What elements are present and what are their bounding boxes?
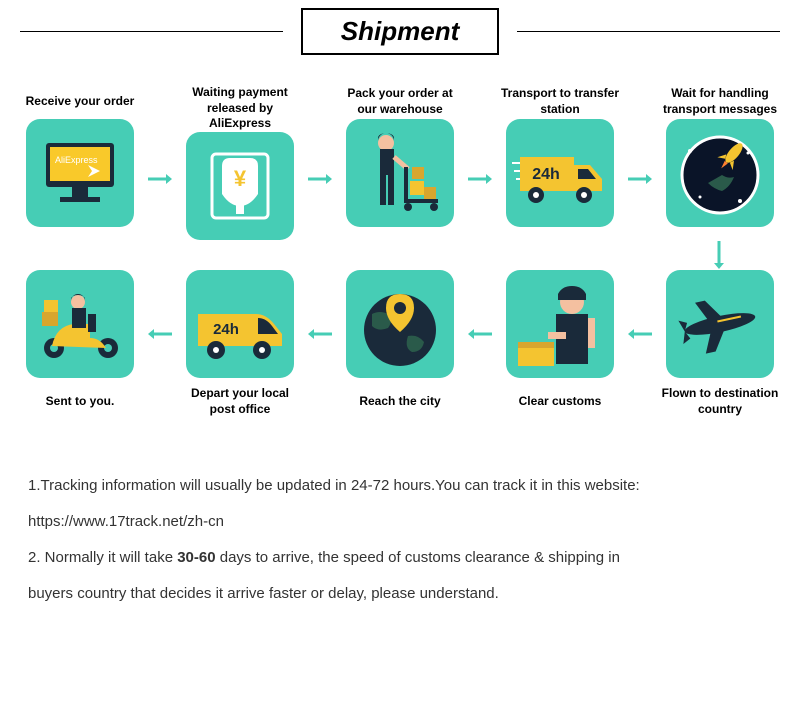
divider-right — [517, 31, 780, 32]
customs-officer-icon — [506, 270, 614, 378]
step-label: Waiting payment released by AliExpress — [176, 85, 304, 132]
truck-24h-icon: 24h — [506, 119, 614, 227]
arrow-right-icon — [468, 172, 492, 186]
arrow-right-icon — [628, 172, 652, 186]
step-depart-post-office: 24h Depart your local post office — [176, 270, 304, 420]
arrow-right-icon — [308, 172, 332, 186]
flow-row-1: Receive your order AliExpress Waiting pa… — [10, 85, 790, 240]
flow-row-2: Sent to you. 24h Depart your local post … — [10, 270, 790, 420]
airplane-icon — [666, 270, 774, 378]
note-line-1: 1.Tracking information will usually be u… — [28, 468, 772, 504]
svg-text:AliExpress: AliExpress — [55, 155, 98, 165]
note-2a: 2. Normally it will take — [28, 549, 177, 566]
scooter-icon — [26, 270, 134, 378]
arrow-left-icon — [468, 327, 492, 341]
step-transport-station: Transport to transfer station 24h — [496, 85, 624, 227]
arrow-right-icon — [148, 172, 172, 186]
note-url: https://www.17track.net/zh-cn — [28, 504, 772, 540]
svg-text:24h: 24h — [213, 321, 239, 338]
notes-section: 1.Tracking information will usually be u… — [0, 428, 800, 636]
monitor-icon: AliExpress — [26, 119, 134, 227]
svg-text:24h: 24h — [532, 166, 560, 183]
arrow-down-icon — [10, 240, 790, 270]
worker-cart-icon — [346, 119, 454, 227]
step-label: Clear customs — [517, 384, 604, 420]
step-receive-order: Receive your order AliExpress — [16, 85, 144, 227]
van-24h-icon: 24h — [186, 270, 294, 378]
step-sent-to-you: Sent to you. — [16, 270, 144, 420]
arrow-left-icon — [308, 327, 332, 341]
note-2b: days to arrive, the speed of customs cle… — [216, 549, 620, 566]
hand-yen-icon: ¥ — [186, 132, 294, 240]
note-line-2: 2. Normally it will take 30-60 days to a… — [28, 540, 772, 576]
step-label: Depart your local post office — [176, 384, 304, 420]
shipment-flow-diagram: Receive your order AliExpress Waiting pa… — [0, 67, 800, 428]
step-handling-messages: Wait for handling transport messages — [656, 85, 784, 227]
title-text: Shipment — [341, 16, 459, 46]
step-payment-released: Waiting payment released by AliExpress ¥ — [176, 85, 304, 240]
step-label: Transport to transfer station — [496, 85, 624, 119]
note-line-3: buyers country that decides it arrive fa… — [28, 576, 772, 612]
globe-rocket-icon — [666, 119, 774, 227]
step-label: Sent to you. — [44, 384, 117, 420]
step-clear-customs: Clear customs — [496, 270, 624, 420]
step-label: Wait for handling transport messages — [656, 85, 784, 119]
step-flown-destination: Flown to destination country — [656, 270, 784, 420]
arrow-left-icon — [148, 327, 172, 341]
city-pin-icon — [346, 270, 454, 378]
step-pack-warehouse: Pack your order at our warehouse — [336, 85, 464, 227]
step-label: Flown to destination country — [656, 384, 784, 420]
svg-text:¥: ¥ — [234, 166, 247, 191]
step-label: Receive your order — [24, 85, 137, 119]
section-header: Shipment — [0, 0, 800, 67]
note-days: 30-60 — [177, 549, 215, 566]
step-label: Pack your order at our warehouse — [336, 85, 464, 119]
step-reach-city: Reach the city — [336, 270, 464, 420]
divider-left — [20, 31, 283, 32]
arrow-left-icon — [628, 327, 652, 341]
title-box: Shipment — [301, 8, 499, 55]
step-label: Reach the city — [357, 384, 442, 420]
